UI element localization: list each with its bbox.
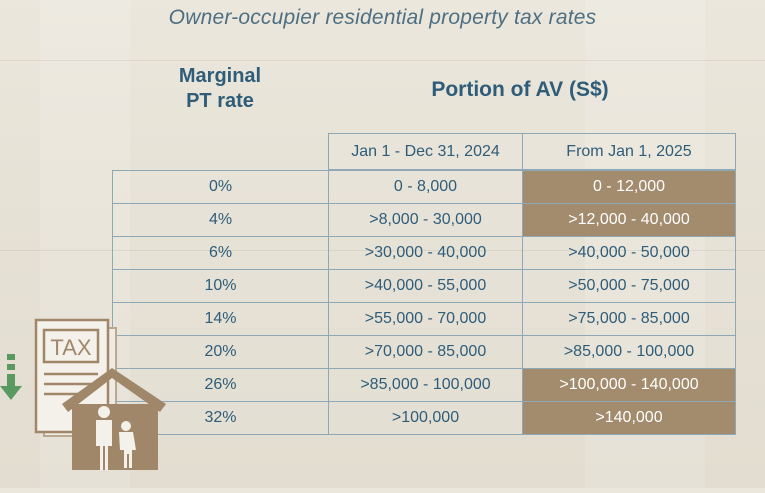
av-2024-cell: >85,000 - 100,000 — [328, 368, 523, 402]
av-2025-cell: >40,000 - 50,000 — [522, 236, 736, 270]
tax-house-family-icon: TAX — [0, 308, 170, 488]
page-title: Owner-occupier residential property tax … — [168, 6, 597, 29]
rate-cell: 0% — [112, 170, 329, 204]
tax-label: TAX — [50, 335, 91, 360]
av-2025-cell: 0 - 12,000 — [522, 170, 736, 204]
column-header-2024: Jan 1 - Dec 31, 2024 — [328, 133, 523, 170]
av-2024-cell: >8,000 - 30,000 — [328, 203, 523, 237]
av-2024-cell: 0 - 8,000 — [328, 170, 523, 204]
av-2025-cell: >140,000 — [522, 401, 736, 435]
rate-cell: 14% — [112, 302, 329, 336]
rate-cell: 10% — [112, 269, 329, 303]
av-2024-cell: >70,000 - 85,000 — [328, 335, 523, 369]
av-2024-cell: >30,000 - 40,000 — [328, 236, 523, 270]
background-line — [0, 250, 765, 251]
rate-cell: 4% — [112, 203, 329, 237]
header-line: PT rate — [186, 90, 254, 112]
av-portion-header: Portion of AV (S$) — [431, 78, 609, 101]
av-2024-cell: >55,000 - 70,000 — [328, 302, 523, 336]
rate-cell: 6% — [112, 236, 329, 270]
av-2025-cell: >50,000 - 75,000 — [522, 269, 736, 303]
av-2025-cell: >12,000 - 40,000 — [522, 203, 736, 237]
rate-cell: 26% — [112, 368, 329, 402]
av-2025-cell: >75,000 - 85,000 — [522, 302, 736, 336]
column-header-2025: From Jan 1, 2025 — [522, 133, 736, 170]
marginal-rate-header: Marginal PT rate — [140, 64, 300, 114]
av-2024-cell: >100,000 — [328, 401, 523, 435]
header-line: Marginal — [178, 65, 262, 87]
av-2025-cell: >85,000 - 100,000 — [522, 335, 736, 369]
av-2024-cell: >40,000 - 55,000 — [328, 269, 523, 303]
av-2025-cell: >100,000 - 140,000 — [522, 368, 736, 402]
background-line — [0, 60, 765, 61]
